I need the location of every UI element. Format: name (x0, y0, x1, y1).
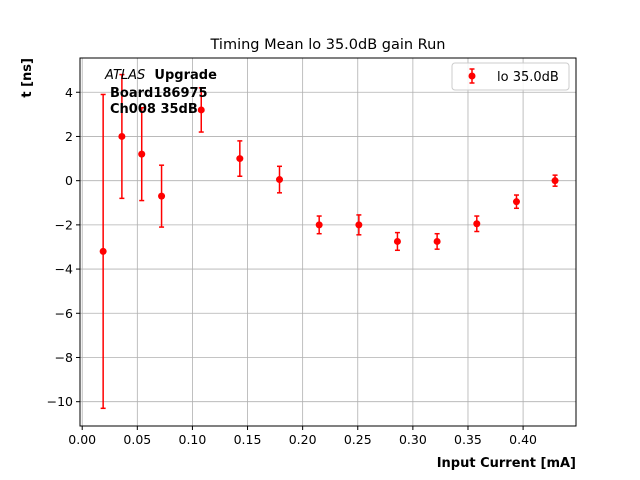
y-tick-label: −4 (55, 262, 73, 277)
annotation-channel: Ch008 35dB (110, 102, 198, 117)
legend-box (451, 62, 570, 91)
x-tick-label: 0.20 (289, 432, 317, 447)
y-axis-label: t [ns] (20, 58, 35, 98)
y-tick-label: 0 (65, 173, 73, 188)
data-point (315, 221, 323, 229)
legend: lo 35.0dB (451, 62, 570, 91)
y-tick-label: −2 (55, 217, 73, 232)
data-point (236, 155, 244, 163)
data-point (473, 220, 481, 228)
data-point (197, 106, 205, 114)
data-point (433, 237, 441, 245)
y-tick-label: 4 (65, 85, 73, 100)
x-tick-label: 0.10 (179, 432, 207, 447)
svg-text:ATLAS Upgrade: ATLAS Upgrade (104, 68, 217, 83)
x-tick-label: 0.40 (509, 432, 537, 447)
x-tick-label: 0.15 (234, 432, 262, 447)
x-tick-label: 0.25 (344, 432, 372, 447)
data-point (118, 132, 126, 140)
data-point (276, 176, 284, 184)
y-tick-label: 2 (65, 129, 73, 144)
x-axis-label: Input Current [mA] (437, 456, 576, 471)
data-point (393, 237, 401, 245)
x-tick-label: 0.35 (454, 432, 482, 447)
data-point (158, 192, 166, 200)
y-axis: −10 −8 −6 −4 −2 0 2 4 (47, 85, 80, 409)
annotation-upgrade: Upgrade (154, 68, 217, 83)
x-tick-label: 0.05 (123, 432, 151, 447)
data-point (355, 221, 363, 229)
x-tick-label: 0.00 (68, 432, 96, 447)
atlas-annotation: ATLAS Upgrade Board186975 Ch008 35dB (104, 68, 217, 117)
plot-frame (79, 57, 577, 427)
data-point (512, 198, 520, 206)
x-axis: 0.00 0.05 0.10 0.15 0.20 0.25 0.30 0.35 0.40 (68, 426, 537, 447)
annotation-board: Board186975 (110, 86, 208, 101)
y-tick-label: −10 (47, 394, 73, 409)
y-tick-label: −6 (55, 306, 73, 321)
chart-title: Timing Mean lo 35.0dB gain Run (210, 37, 446, 53)
data-point (551, 177, 559, 185)
series-layer (99, 73, 559, 410)
x-tick-label: 0.30 (399, 432, 427, 447)
grid-lines (80, 58, 576, 426)
legend-marker (468, 72, 476, 80)
data-point (138, 150, 146, 158)
legend-label: lo 35.0dB (497, 70, 559, 85)
data-point (99, 247, 107, 255)
annotation-atlas: ATLAS (104, 68, 145, 83)
y-tick-label: −8 (55, 350, 73, 365)
